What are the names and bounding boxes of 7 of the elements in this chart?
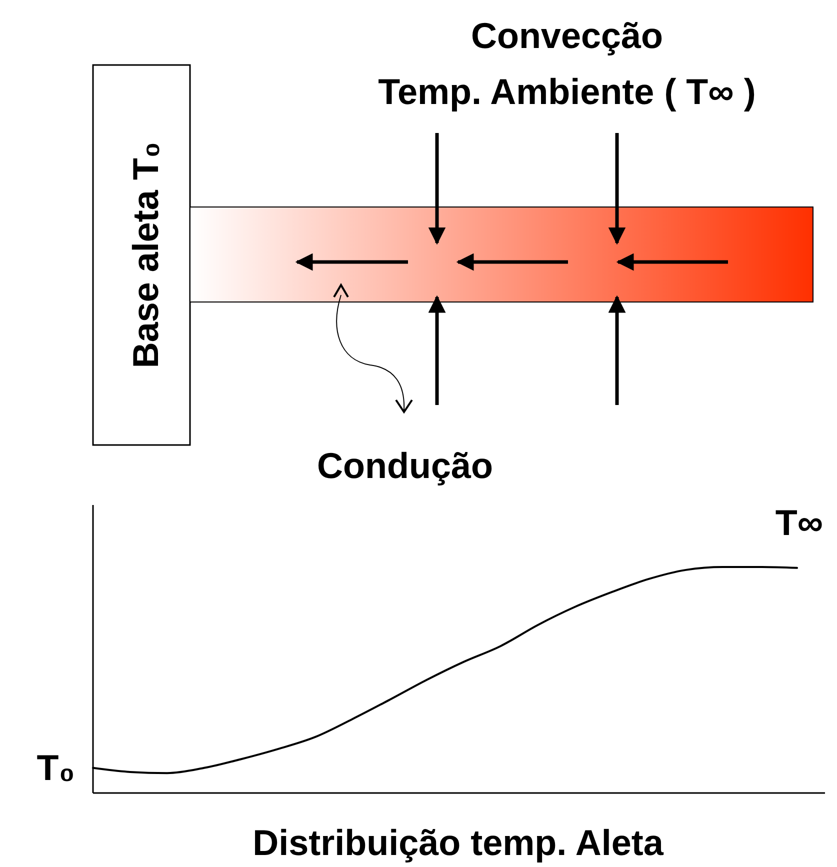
text: T₀ [36, 747, 75, 788]
text: Condução [317, 445, 493, 486]
text: Base aleta T₀ [125, 142, 166, 368]
text: Convecção [470, 15, 664, 56]
x-axis-title: Distribuição temp. Aleta [252, 822, 664, 863]
text: Temp. Ambiente ( T∞ ) [378, 71, 756, 112]
text: T∞ [775, 502, 823, 543]
